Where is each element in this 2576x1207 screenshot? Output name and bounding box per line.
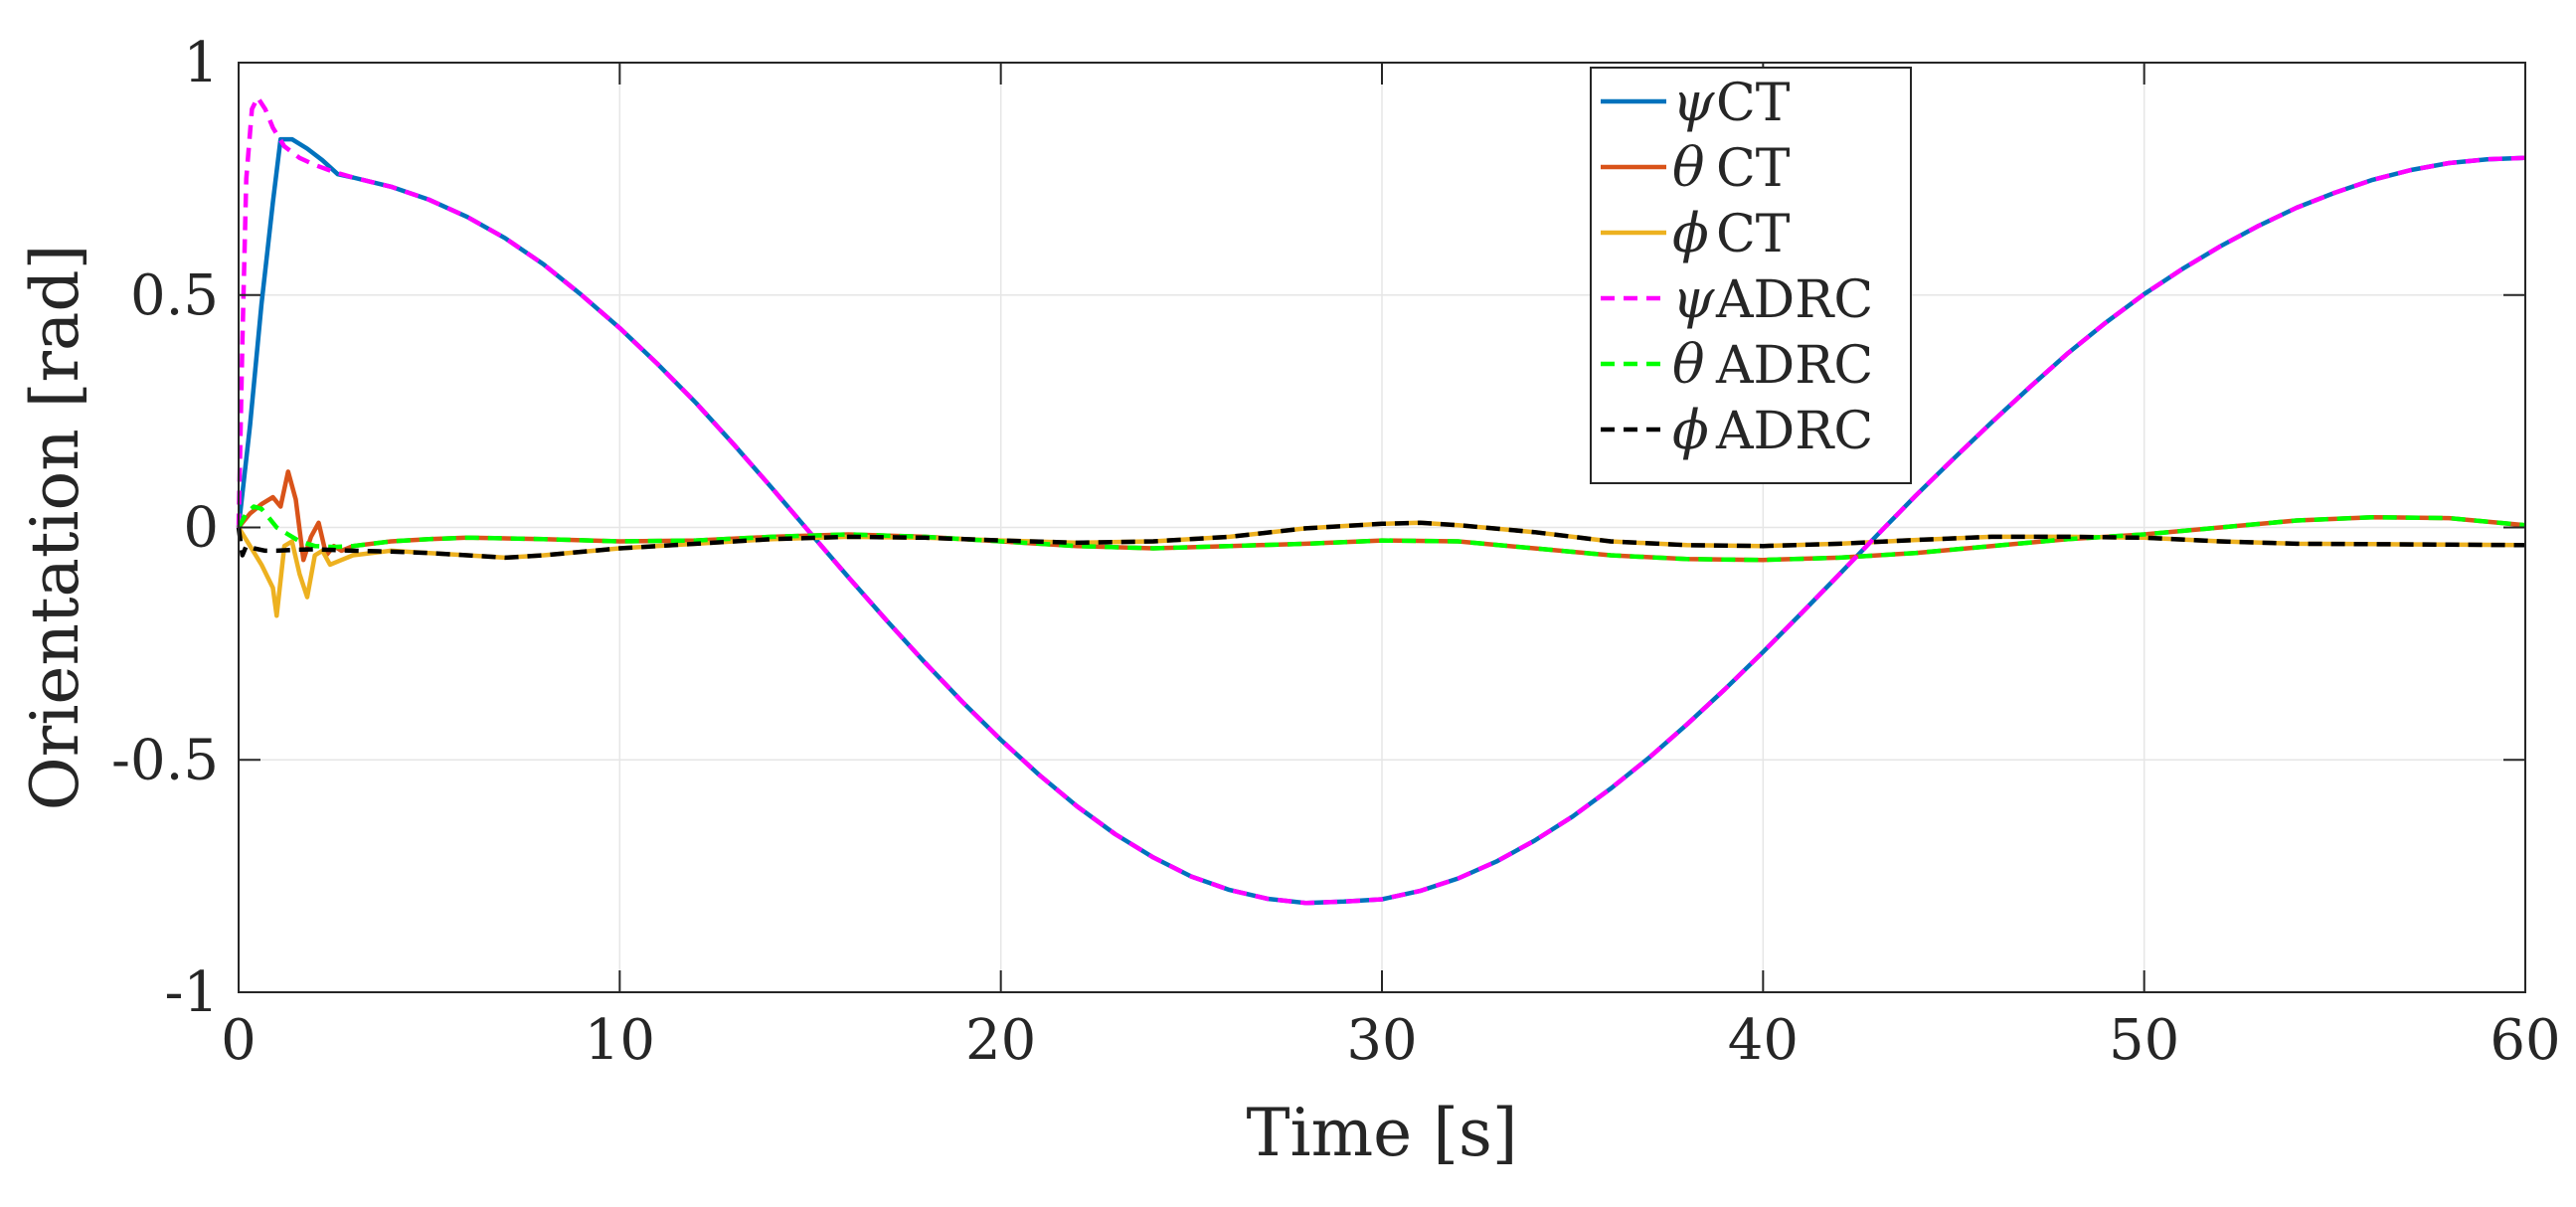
legend-item: ψ CT (1601, 71, 1791, 133)
legend-item: ϕ ADRC (1601, 399, 1873, 461)
series-line-6 (236, 520, 2526, 561)
legend-item: ψ ADRC (1601, 267, 1873, 330)
legend-label: CT (1716, 205, 1791, 264)
legend-item: θ ADRC (1601, 333, 1873, 396)
tick-labels: 0 10 20 30 40 50 60 -1 -0.5 0 0.5 1 (111, 31, 2561, 1073)
series-line-4 (236, 94, 2526, 906)
legend-label: ADRC (1715, 402, 1873, 461)
x-tick-label: 20 (965, 1008, 1036, 1073)
series-line-5 (237, 504, 2526, 563)
x-tick-label: 0 (221, 1008, 257, 1073)
x-tick-label: 10 (585, 1008, 655, 1073)
legend-label: CT (1716, 139, 1791, 199)
grid-lines (238, 62, 2526, 993)
y-tick-label: 0 (183, 496, 219, 561)
x-tick-label: 40 (1728, 1008, 1799, 1073)
x-tick-label: 50 (2109, 1008, 2179, 1073)
x-tick-label: 60 (2490, 1008, 2560, 1073)
series-lines (236, 94, 2526, 906)
legend-symbol: ϕ (1672, 399, 1709, 461)
y-tick-label: -0.5 (111, 728, 219, 792)
legend-label: ADRC (1715, 336, 1873, 396)
y-tick-label: 0.5 (130, 263, 219, 328)
x-axis-label: Time [s] (1246, 1095, 1517, 1171)
axis-ticks (238, 62, 2526, 993)
legend-box (1590, 67, 1912, 484)
x-tick-label: 30 (1346, 1008, 1417, 1073)
legend-symbol: θ (1672, 333, 1705, 396)
legend-symbol: ψ (1672, 71, 1715, 133)
legend-item: θ CT (1601, 136, 1791, 199)
y-tick-label: 1 (183, 31, 219, 95)
legend-symbol: ϕ (1672, 202, 1709, 264)
y-axis-label: Orientation [rad] (17, 245, 93, 811)
legend-label: ADRC (1715, 270, 1873, 330)
y-tick-label: -1 (164, 960, 219, 1025)
legend-item: ϕ CT (1601, 202, 1791, 264)
legend-symbol: θ (1672, 136, 1705, 199)
legend-label: CT (1716, 74, 1791, 133)
legend-symbol: ψ (1672, 267, 1715, 330)
